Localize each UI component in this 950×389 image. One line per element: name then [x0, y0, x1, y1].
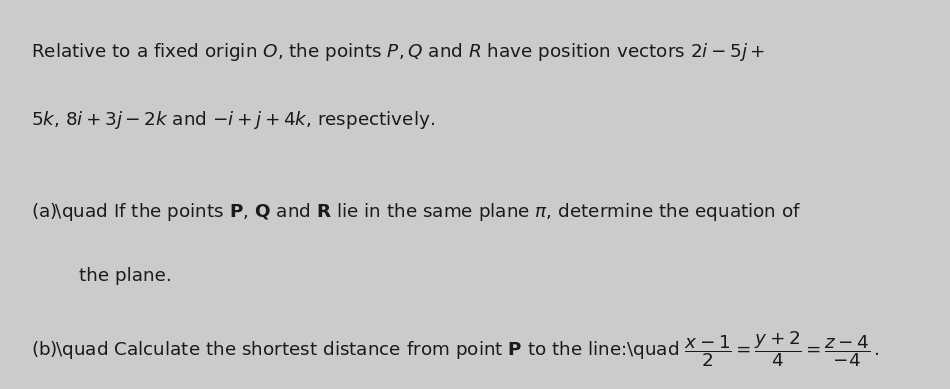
Text: (a)\quad If the points $\mathbf{P}$, $\mathbf{Q}$ and $\mathbf{R}$ lie in the sa: (a)\quad If the points $\mathbf{P}$, $\m… [30, 201, 801, 223]
Text: Relative to a fixed origin $O$, the points $P,Q$ and $R$ have position vectors $: Relative to a fixed origin $O$, the poin… [30, 41, 765, 63]
Text: $5k$, $8i + 3j - 2k$ and $-i + j + 4k$, respectively.: $5k$, $8i + 3j - 2k$ and $-i + j + 4k$, … [30, 109, 434, 131]
Text: the plane.: the plane. [79, 267, 172, 286]
Text: (b)\quad Calculate the shortest distance from point $\mathbf{P}$ to the line:\qu: (b)\quad Calculate the shortest distance… [30, 329, 880, 368]
